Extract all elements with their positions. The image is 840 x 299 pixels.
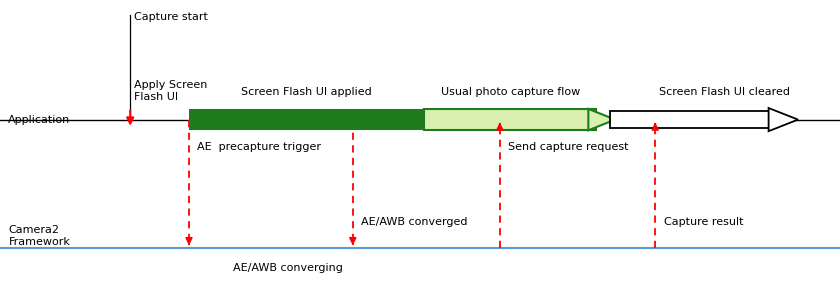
Text: AE/AWB converging: AE/AWB converging <box>233 263 343 273</box>
Text: AE  precapture trigger: AE precapture trigger <box>197 142 322 152</box>
Text: AE/AWB converged: AE/AWB converged <box>361 217 468 227</box>
Polygon shape <box>769 108 798 131</box>
Text: Application: Application <box>8 115 71 125</box>
Text: Screen Flash UI cleared: Screen Flash UI cleared <box>659 87 790 97</box>
Text: Usual photo capture flow: Usual photo capture flow <box>441 87 580 97</box>
Text: Capture result: Capture result <box>664 217 743 227</box>
Text: Send capture request: Send capture request <box>508 142 628 152</box>
Text: Apply Screen
Flash UI: Apply Screen Flash UI <box>134 80 207 102</box>
Polygon shape <box>588 109 615 130</box>
Text: Screen Flash UI applied: Screen Flash UI applied <box>241 87 372 97</box>
Bar <box>424 109 596 130</box>
Bar <box>610 111 769 129</box>
Bar <box>189 109 424 130</box>
Text: Camera2
Framework: Camera2 Framework <box>8 225 71 247</box>
Text: Capture start: Capture start <box>134 12 208 22</box>
